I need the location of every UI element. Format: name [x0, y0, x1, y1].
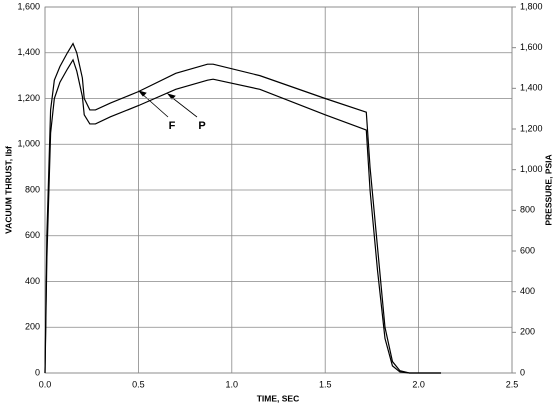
y-tick-label: 0 — [35, 367, 40, 377]
x-tick-label: 0.5 — [132, 379, 145, 389]
y-tick-label: 1,400 — [17, 47, 40, 57]
x-tick-label: 2.0 — [412, 379, 425, 389]
x-tick-label: 1.0 — [226, 379, 239, 389]
arrow-line — [140, 92, 169, 118]
y-tick-label: 600 — [25, 230, 40, 240]
y2-tick-label: 0 — [520, 367, 525, 377]
y2-tick-label: 1,800 — [520, 1, 543, 11]
series-line — [44, 42, 442, 374]
y-tick-label: 1,200 — [17, 93, 40, 103]
x-tick-label: 0.0 — [39, 379, 52, 389]
arrows — [137, 90, 198, 118]
x-axis-title: TIME, SEC — [257, 393, 300, 403]
y2-tick-label: 600 — [520, 245, 535, 255]
y2-tick-label: 1,200 — [520, 123, 543, 133]
y-axis-title: VACUUM THRUST, lbf — [3, 146, 13, 234]
y2-tick-label: 1,000 — [520, 164, 543, 174]
y2-tick-label: 1,600 — [520, 42, 543, 52]
y-tick-label: 400 — [25, 276, 40, 286]
annotation: F — [169, 120, 176, 132]
y2-tick-label: 200 — [520, 327, 535, 337]
annotation: P — [198, 120, 205, 132]
y-tick-label: 1,600 — [17, 1, 40, 11]
y-tick-label: 800 — [25, 184, 40, 194]
arrow-line — [169, 95, 198, 118]
y2-tick-label: 1,400 — [520, 83, 543, 93]
y2-axis-title: PRESSURE, PSIA — [543, 154, 553, 225]
y-tick-label: 200 — [25, 322, 40, 332]
series-line — [44, 58, 442, 374]
y2-tick-label: 800 — [520, 205, 535, 215]
y2-tick-label: 400 — [520, 286, 535, 296]
arrow-head — [137, 90, 147, 97]
arrow-head — [166, 93, 176, 100]
x-tick-label: 2.5 — [506, 379, 519, 389]
plot-frame — [44, 6, 513, 374]
x-tick-label: 1.5 — [319, 379, 332, 389]
y-tick-label: 1,000 — [17, 139, 40, 149]
